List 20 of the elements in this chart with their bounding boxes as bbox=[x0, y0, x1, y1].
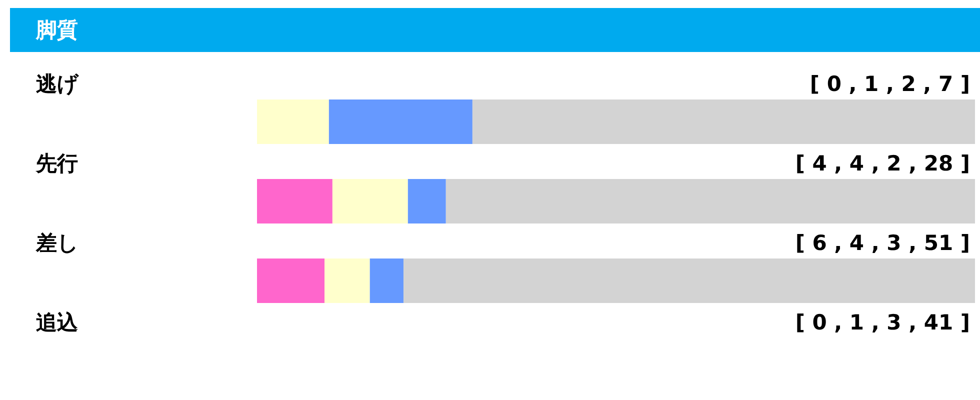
bar bbox=[408, 178, 446, 224]
bar bbox=[257, 258, 324, 304]
bar bbox=[370, 258, 404, 304]
bar bbox=[446, 178, 975, 224]
annotation: [ 0 , 1 , 2 , 7 ] bbox=[810, 72, 970, 96]
bar bbox=[332, 178, 408, 224]
annotation: [ 0 , 1 , 3 , 41 ] bbox=[795, 310, 970, 335]
y-tick-label: 差し bbox=[35, 231, 79, 256]
y-tick-label: 先行 bbox=[35, 152, 78, 176]
y-tick-label: 追込 bbox=[36, 310, 79, 335]
bar bbox=[324, 258, 370, 304]
bar bbox=[257, 178, 332, 224]
y-tick-label: 逃げ bbox=[36, 72, 79, 96]
annotation: [ 4 , 4 , 2 , 28 ] bbox=[795, 152, 970, 176]
bar bbox=[403, 258, 975, 304]
text: 脚質 bbox=[10, 8, 980, 52]
annotation: [ 6 , 4 , 3 , 51 ] bbox=[795, 231, 970, 256]
bar bbox=[257, 99, 329, 144]
bar bbox=[328, 99, 472, 144]
bar bbox=[472, 99, 975, 144]
